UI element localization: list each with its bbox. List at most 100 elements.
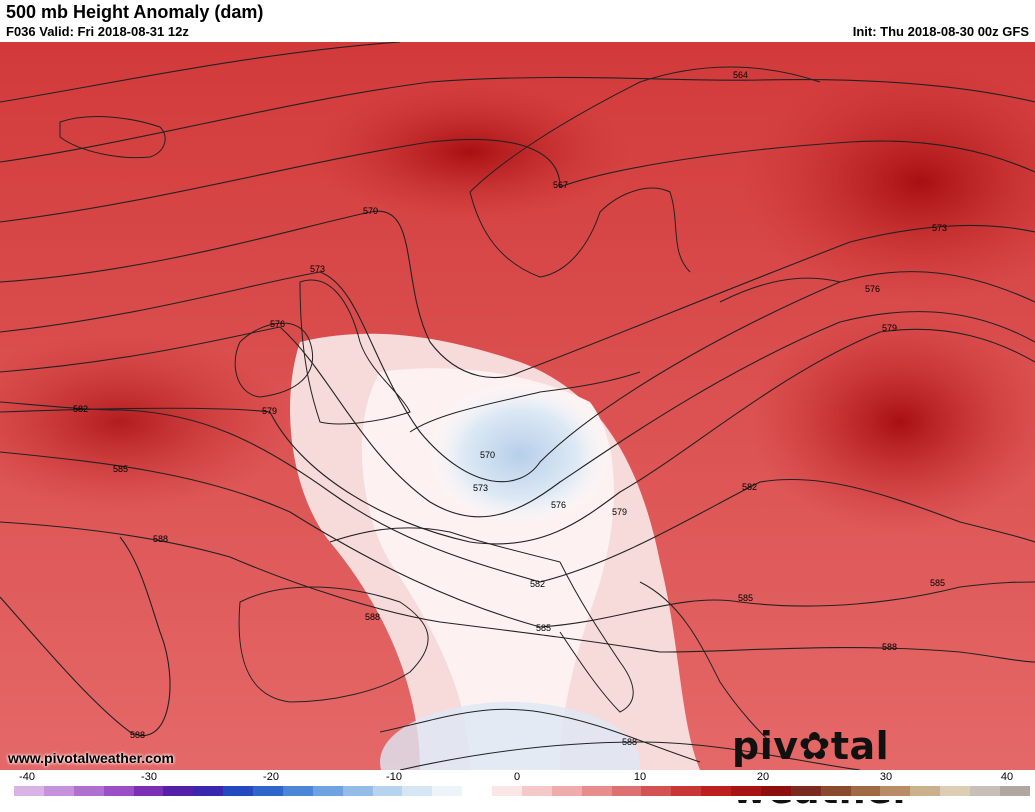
map-title: 500 mb Height Anomaly (dam) [6,2,264,22]
contour-line-573 [0,271,1035,483]
russia-high-anomaly [740,62,1035,302]
iceland-coast [59,116,166,159]
iberia-coast [238,586,429,703]
contour-label: 588 [622,737,637,747]
colorbar-swatch [820,786,851,796]
colorbar-swatch [43,786,74,796]
contour-line-567 [0,138,1035,223]
colorbar-swatch [223,786,253,796]
contour-label: 570 [480,450,495,460]
colorbar-tick: -40 [19,771,35,783]
colorbar-swatches [14,786,1030,796]
baltic-coast [719,277,841,303]
gear-icon: ✿ [798,724,831,768]
colorbar-swatch [581,786,612,796]
contour-label: 567 [553,180,568,190]
colorbar-swatch [342,786,373,796]
north-europe-coast [409,371,641,433]
contour-label: 573 [932,223,947,233]
contour-label: 579 [262,406,277,416]
north-atlantic-low [0,42,280,372]
colorbar-swatch [671,786,702,796]
colorbar-swatch [432,786,463,796]
italy-coast [559,561,634,713]
map-canvas: 564 567 570 573 573 576 576 579 579 582 … [0,42,1035,770]
colorbar-swatch [940,786,970,796]
colorbar-swatch [611,786,642,796]
contour-line-585 [0,451,1035,628]
colorbar-swatch [253,786,283,796]
north-sea-high-anomaly [310,82,630,222]
contour-line [0,42,401,103]
north-africa-coast [379,708,701,763]
east-europe-high-anomaly [750,312,1035,532]
contour-line-576 [0,311,1035,518]
colorbar-swatch [282,786,313,796]
contour-line-570 [0,210,1035,379]
contour-label: 579 [612,507,627,517]
scandinavia-coast [469,66,821,193]
colorbar-tick: 0 [513,771,521,783]
colorbar-swatch [760,786,791,796]
colorbar-swatch [193,786,224,796]
contour-label: 576 [270,319,285,329]
contour-label: 585 [930,578,945,588]
contour-label: 576 [551,500,566,510]
colorbar-tick: -10 [386,771,402,783]
colorbar-swatch [551,786,582,796]
contour-label: 570 [363,206,378,216]
colorbar-swatch [731,786,761,796]
central-europe-trough [425,372,615,522]
contour-label: 585 [536,623,551,633]
colorbar-swatch [880,786,911,796]
colorbar-tick: 30 [879,771,893,783]
colorbar-tick: 40 [1000,771,1014,783]
colorbar-swatch [790,786,821,796]
colorbar-swatch [701,786,731,796]
anomaly-map: 564 567 570 573 573 576 576 579 579 582 … [0,42,1035,770]
atlantic-high-anomaly [0,332,290,512]
colorbar-swatch [910,786,941,796]
contour-label: 588 [882,642,897,652]
contour-label: 582 [530,579,545,589]
coastlines [59,66,841,763]
contour-label: 585 [738,593,753,603]
contour-label: 576 [865,284,880,294]
colorbar-tick: -20 [263,771,279,783]
colorbar-swatch [133,786,164,796]
contour-label: 582 [742,482,757,492]
colorbar-swatch [462,786,492,796]
colorbar-ticks: -40 -30 -20 -10 0 10 20 30 40 [0,770,1035,784]
balkan-coast [639,581,771,743]
contour-label: 573 [310,264,325,274]
colorbar-swatch [999,786,1030,796]
valid-time: F036 Valid: Fri 2018-08-31 12z [6,24,189,39]
contour-line-588-b [0,536,171,736]
contour-label: 585 [113,464,128,474]
logo-text-left: piv [732,724,799,768]
contour-label: 588 [153,534,168,544]
colorbar-swatch [641,786,672,796]
height-contours [0,42,1035,770]
great-britain-coast [299,279,411,425]
norway-sweden-coast [469,187,691,278]
contour-line-588-c [399,741,861,770]
header: 500 mb Height Anomaly (dam) F036 Valid: … [0,0,1035,42]
colorbar-swatch [73,786,104,796]
colorbar-swatch [402,786,433,796]
colorbar-tick: 20 [756,771,770,783]
contour-label: 588 [365,612,380,622]
contour-label: 588 [130,730,145,740]
france-med-coast [329,527,561,563]
contour-labels: 564 567 570 573 573 576 576 579 579 582 … [73,70,947,747]
colorbar-swatch [850,786,881,796]
colorbar-swatch [312,786,343,796]
contour-line-588-a [0,521,1035,663]
colorbar-swatch [14,786,44,796]
contour-line-564 [0,76,1035,163]
contour-line-582 [0,401,1035,583]
colorbar-tick: -30 [141,771,157,783]
init-time: Init: Thu 2018-08-30 00z GFS [852,24,1029,39]
colorbar-swatch [492,786,522,796]
website-url: www.pivotalweather.com [8,750,174,766]
